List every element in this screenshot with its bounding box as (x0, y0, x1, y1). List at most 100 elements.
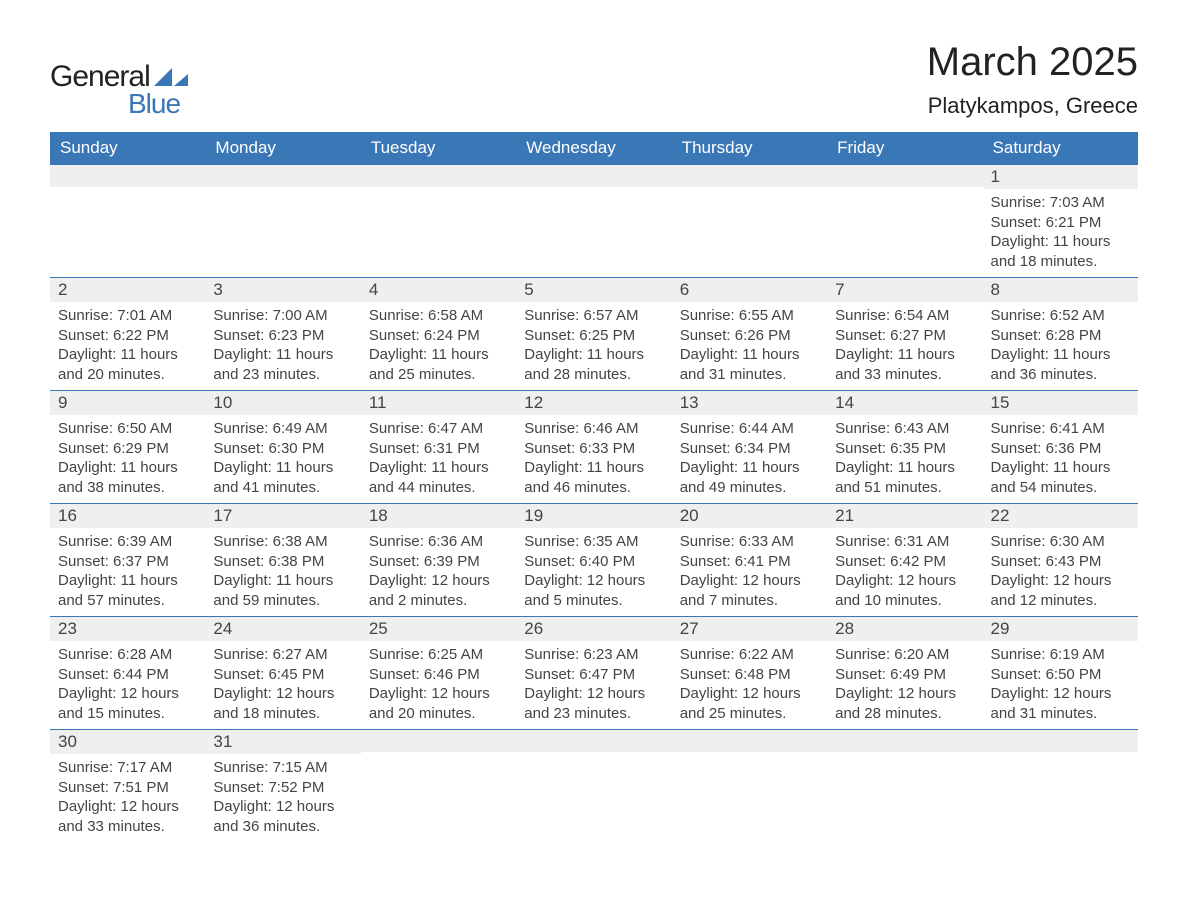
sunset-text: Sunset: 6:22 PM (58, 326, 197, 346)
calendar-cell: 9Sunrise: 6:50 AMSunset: 6:29 PMDaylight… (50, 391, 205, 504)
daylight-text: Daylight: 11 hours and 33 minutes. (835, 345, 974, 384)
day-number: 27 (672, 617, 827, 641)
day-number: 10 (205, 391, 360, 415)
sunset-text: Sunset: 6:39 PM (369, 552, 508, 572)
calendar-cell (983, 730, 1138, 843)
daylight-text: Daylight: 12 hours and 10 minutes. (835, 571, 974, 610)
day-number: 26 (516, 617, 671, 641)
sunrise-text: Sunrise: 6:27 AM (213, 645, 352, 665)
calendar-cell (672, 730, 827, 843)
calendar-cell: 4Sunrise: 6:58 AMSunset: 6:24 PMDaylight… (361, 278, 516, 391)
day-body: Sunrise: 6:25 AMSunset: 6:46 PMDaylight:… (361, 641, 516, 729)
day-number (672, 730, 827, 752)
daylight-text: Daylight: 12 hours and 2 minutes. (369, 571, 508, 610)
sunrise-text: Sunrise: 6:47 AM (369, 419, 508, 439)
day-number: 29 (983, 617, 1138, 641)
sunrise-text: Sunrise: 6:36 AM (369, 532, 508, 552)
day-body: Sunrise: 6:57 AMSunset: 6:25 PMDaylight:… (516, 302, 671, 390)
sunrise-text: Sunrise: 6:28 AM (58, 645, 197, 665)
day-body: Sunrise: 6:46 AMSunset: 6:33 PMDaylight:… (516, 415, 671, 503)
day-body: Sunrise: 7:17 AMSunset: 7:51 PMDaylight:… (50, 754, 205, 842)
day-body (361, 752, 516, 830)
sunset-text: Sunset: 6:40 PM (524, 552, 663, 572)
calendar-cell (361, 165, 516, 278)
day-number (516, 165, 671, 187)
calendar-cell: 19Sunrise: 6:35 AMSunset: 6:40 PMDayligh… (516, 504, 671, 617)
day-number: 24 (205, 617, 360, 641)
day-number: 17 (205, 504, 360, 528)
sunset-text: Sunset: 6:21 PM (991, 213, 1130, 233)
sunrise-text: Sunrise: 6:44 AM (680, 419, 819, 439)
day-number (672, 165, 827, 187)
sunset-text: Sunset: 6:24 PM (369, 326, 508, 346)
calendar-body: 1Sunrise: 7:03 AMSunset: 6:21 PMDaylight… (50, 165, 1138, 843)
brand-triangle-icon (154, 64, 188, 91)
sunrise-text: Sunrise: 7:01 AM (58, 306, 197, 326)
day-body: Sunrise: 6:49 AMSunset: 6:30 PMDaylight:… (205, 415, 360, 503)
day-body: Sunrise: 6:55 AMSunset: 6:26 PMDaylight:… (672, 302, 827, 390)
calendar-cell: 6Sunrise: 6:55 AMSunset: 6:26 PMDaylight… (672, 278, 827, 391)
sunset-text: Sunset: 6:23 PM (213, 326, 352, 346)
sunrise-text: Sunrise: 6:31 AM (835, 532, 974, 552)
calendar-cell: 22Sunrise: 6:30 AMSunset: 6:43 PMDayligh… (983, 504, 1138, 617)
daylight-text: Daylight: 11 hours and 41 minutes. (213, 458, 352, 497)
day-number: 22 (983, 504, 1138, 528)
daylight-text: Daylight: 11 hours and 18 minutes. (991, 232, 1130, 271)
day-number (983, 730, 1138, 752)
calendar-cell: 28Sunrise: 6:20 AMSunset: 6:49 PMDayligh… (827, 617, 982, 730)
sunset-text: Sunset: 6:37 PM (58, 552, 197, 572)
day-body: Sunrise: 7:03 AMSunset: 6:21 PMDaylight:… (983, 189, 1138, 277)
sunset-text: Sunset: 6:47 PM (524, 665, 663, 685)
sunset-text: Sunset: 6:41 PM (680, 552, 819, 572)
calendar-cell: 24 Sunrise: 6:27 AMSunset: 6:45 PMDayligh… (205, 617, 360, 730)
daylight-text: Daylight: 12 hours and 18 minutes. (213, 684, 352, 723)
sunset-text: Sunset: 6:45 PM (213, 665, 352, 685)
weekday-header-row: Sunday Monday Tuesday Wednesday Thursday… (50, 132, 1138, 165)
day-body: Sunrise: 6:50 AMSunset: 6:29 PMDaylight:… (50, 415, 205, 503)
daylight-text: Daylight: 11 hours and 20 minutes. (58, 345, 197, 384)
day-number: 23 (50, 617, 205, 641)
sunrise-text: Sunrise: 7:17 AM (58, 758, 197, 778)
calendar-cell (205, 165, 360, 278)
daylight-text: Daylight: 11 hours and 49 minutes. (680, 458, 819, 497)
sunrise-text: Sunrise: 6:52 AM (991, 306, 1130, 326)
day-number (827, 730, 982, 752)
day-body (361, 187, 516, 265)
day-body: Sunrise: 6:47 AMSunset: 6:31 PMDaylight:… (361, 415, 516, 503)
daylight-text: Daylight: 11 hours and 44 minutes. (369, 458, 508, 497)
day-number: 18 (361, 504, 516, 528)
sunset-text: Sunset: 6:49 PM (835, 665, 974, 685)
day-number: 3 (205, 278, 360, 302)
calendar-cell: 18 Sunrise: 6:36 AMSunset: 6:39 PMDayligh… (361, 504, 516, 617)
calendar-cell (827, 165, 982, 278)
sunrise-text: Sunrise: 6:58 AM (369, 306, 508, 326)
day-body: Sunrise: 6:20 AMSunset: 6:49 PMDaylight:… (827, 641, 982, 729)
calendar-cell: 29Sunrise: 6:19 AMSunset: 6:50 PMDayligh… (983, 617, 1138, 730)
day-number: 30 (50, 730, 205, 754)
day-body: Sunrise: 6:23 AMSunset: 6:47 PMDaylight:… (516, 641, 671, 729)
sunset-text: Sunset: 6:42 PM (835, 552, 974, 572)
calendar-cell (672, 165, 827, 278)
day-body: Sunrise: 6:33 AMSunset: 6:41 PMDaylight:… (672, 528, 827, 616)
day-number: 16 (50, 504, 205, 528)
sunset-text: Sunset: 6:35 PM (835, 439, 974, 459)
sunrise-text: Sunrise: 6:38 AM (213, 532, 352, 552)
day-number: 12 (516, 391, 671, 415)
daylight-text: Daylight: 11 hours and 23 minutes. (213, 345, 352, 384)
sunset-text: Sunset: 6:29 PM (58, 439, 197, 459)
calendar-week-row: 30Sunrise: 7:17 AMSunset: 7:51 PMDayligh… (50, 730, 1138, 843)
calendar-cell: 15Sunrise: 6:41 AMSunset: 6:36 PMDayligh… (983, 391, 1138, 504)
calendar-week-row: 16Sunrise: 6:39 AMSunset: 6:37 PMDayligh… (50, 504, 1138, 617)
day-body: Sunrise: 6:44 AMSunset: 6:34 PMDaylight:… (672, 415, 827, 503)
day-body: Sunrise: 6:52 AMSunset: 6:28 PMDaylight:… (983, 302, 1138, 390)
daylight-text: Daylight: 12 hours and 31 minutes. (991, 684, 1130, 723)
daylight-text: Daylight: 11 hours and 57 minutes. (58, 571, 197, 610)
day-body (516, 752, 671, 830)
sunset-text: Sunset: 6:46 PM (369, 665, 508, 685)
location: Platykampos, Greece (927, 93, 1138, 119)
calendar-cell: 30Sunrise: 7:17 AMSunset: 7:51 PMDayligh… (50, 730, 205, 843)
day-number: 28 (827, 617, 982, 641)
calendar-cell: 13Sunrise: 6:44 AMSunset: 6:34 PMDayligh… (672, 391, 827, 504)
day-number: 19 (516, 504, 671, 528)
sunrise-text: Sunrise: 6:43 AM (835, 419, 974, 439)
